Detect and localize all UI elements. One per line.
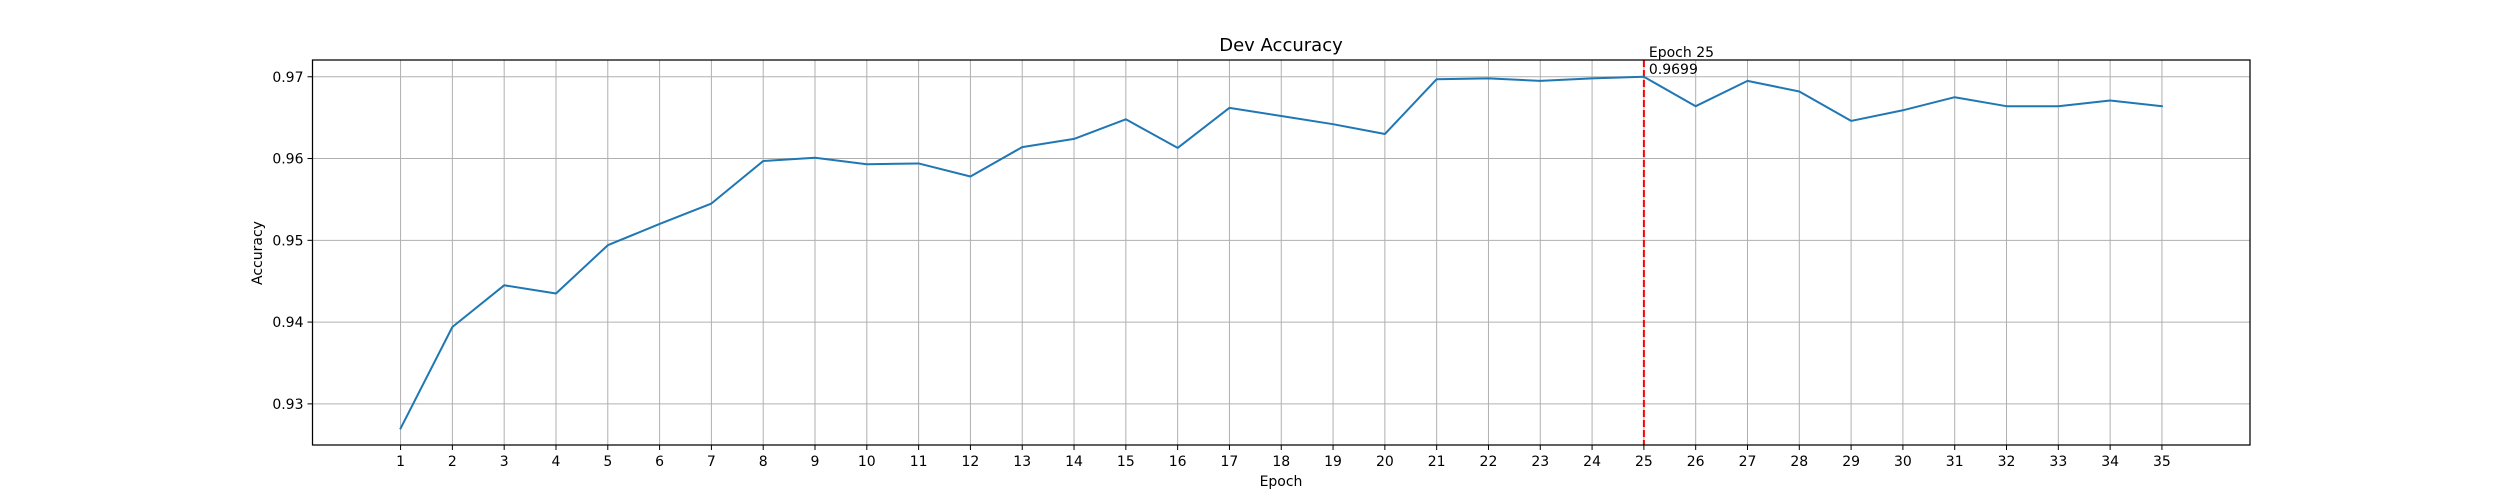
x-tick-label: 13: [1013, 454, 1031, 470]
x-tick-label: 27: [1739, 454, 1757, 470]
y-tick-label: 0.96: [272, 152, 303, 168]
x-axis-label: Epoch: [1260, 474, 1303, 490]
y-tick-label: 0.95: [272, 233, 303, 249]
x-tick-label: 30: [1894, 454, 1912, 470]
x-tick-label: 21: [1428, 454, 1446, 470]
x-tick-label: 33: [2049, 454, 2067, 470]
x-tick-label: 4: [552, 454, 561, 470]
x-axis-ticks: 1 2 3 4 5 6 7 8 9 10 11 12 13 14 15 16 17 18 19 20 21 22 23 24 2…: [396, 445, 2171, 470]
x-tick-label: 23: [1531, 454, 1549, 470]
x-tick-label: 35: [2153, 454, 2171, 470]
x-tick-label: 2: [448, 454, 457, 470]
x-tick-label: 8: [759, 454, 768, 470]
x-tick-label: 17: [1221, 454, 1239, 470]
x-tick-label: 1: [396, 454, 405, 470]
x-tick-label: 34: [2101, 454, 2119, 470]
x-tick-label: 20: [1376, 454, 1394, 470]
y-tick-label: 0.93: [272, 397, 303, 413]
x-tick-label: 22: [1480, 454, 1498, 470]
x-tick-label: 24: [1583, 454, 1601, 470]
x-tick-label: 7: [707, 454, 716, 470]
chart-title: Dev Accuracy: [1219, 35, 1343, 56]
x-tick-label: 25: [1635, 454, 1653, 470]
x-tick-label: 15: [1117, 454, 1135, 470]
x-tick-label: 11: [910, 454, 928, 470]
x-tick-label: 5: [603, 454, 612, 470]
y-tick-label: 0.94: [272, 315, 303, 331]
x-tick-label: 26: [1687, 454, 1705, 470]
x-tick-label: 18: [1272, 454, 1290, 470]
x-tick-label: 9: [811, 454, 820, 470]
x-tick-label: 29: [1842, 454, 1860, 470]
y-axis-ticks: 0.93 0.94 0.95 0.96 0.97: [272, 70, 313, 413]
x-tick-label: 14: [1065, 454, 1083, 470]
series-layer: [399, 75, 2164, 430]
x-tick-label: 19: [1324, 454, 1342, 470]
x-tick-label: 28: [1790, 454, 1808, 470]
x-tick-label: 12: [962, 454, 980, 470]
x-tick-label: 16: [1169, 454, 1187, 470]
x-tick-label: 6: [655, 454, 664, 470]
x-tick-label: 31: [1946, 454, 1964, 470]
x-tick-label: 32: [1998, 454, 2016, 470]
x-tick-label: 10: [858, 454, 876, 470]
annotation-value: 0.9699: [1649, 62, 1698, 78]
annotation-epoch: Epoch 25: [1649, 45, 1714, 61]
x-tick-label: 3: [500, 454, 509, 470]
y-axis-label: Accuracy: [250, 221, 266, 285]
y-tick-label: 0.97: [272, 70, 303, 86]
